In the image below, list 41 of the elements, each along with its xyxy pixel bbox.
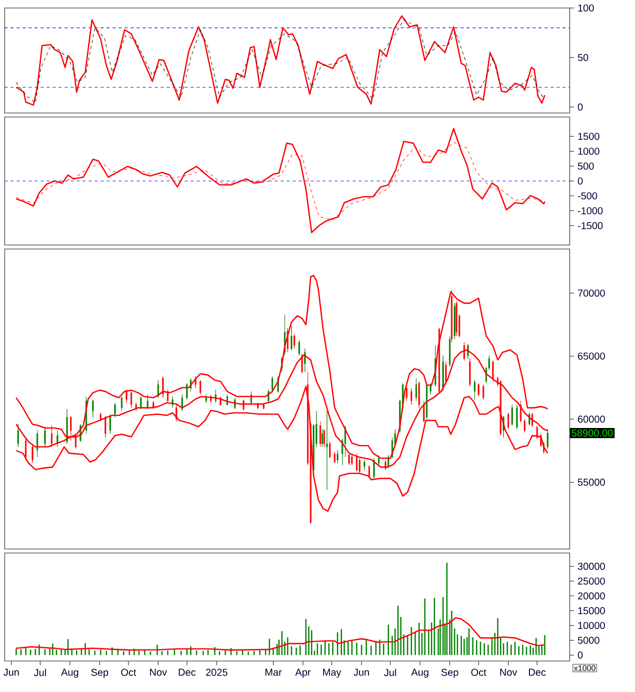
- y-tick-label: 0: [578, 652, 583, 659]
- x-tick-label: Sep: [91, 668, 108, 678]
- x-tick-label: Dec: [529, 668, 546, 676]
- text: 58900.00: [572, 430, 613, 437]
- x-tick-label: Mar: [266, 668, 282, 676]
- y-tick-label: -500: [578, 192, 598, 200]
- y-tick-label: 1500: [578, 132, 600, 140]
- x-tick-label: Nov: [150, 668, 168, 676]
- x-tick-label: Jun: [354, 668, 370, 676]
- y-tick-label: 0: [578, 104, 583, 111]
- x-tick-label: Apr: [295, 668, 311, 678]
- y-tick-label: 25000: [578, 578, 606, 585]
- y-tick-label: 55000: [578, 478, 606, 486]
- y-tick-label: 10000: [578, 622, 606, 630]
- y-tick-label: 0: [578, 177, 583, 185]
- y-tick-label: 50: [578, 54, 588, 62]
- y-tick-label: 5000: [578, 636, 600, 644]
- x-tick-label: Jul: [384, 668, 396, 676]
- x-tick-label: Jul: [34, 668, 46, 676]
- y-tick-label: -1500: [578, 222, 603, 230]
- y-tick-label: 65000: [578, 352, 606, 360]
- x-tick-label: Jun: [4, 668, 19, 676]
- x-tick-label: Aug: [61, 668, 78, 678]
- y-tick-label: 500: [578, 162, 594, 170]
- y-tick-label: 70000: [578, 290, 606, 297]
- x-tick-label: 2025: [206, 668, 228, 676]
- y-tick-label: -1000: [578, 207, 603, 214]
- x-tick-label: Sep: [441, 668, 458, 678]
- x-tick-label: Aug: [411, 668, 428, 678]
- y-tick-label: 60000: [578, 416, 606, 423]
- x-tick-label: Oct: [121, 668, 136, 676]
- y-tick-label: 15000: [578, 607, 606, 614]
- y-tick-label: 20000: [578, 592, 606, 600]
- x-tick-label: May: [323, 668, 342, 678]
- x-tick-label: Oct: [471, 668, 486, 676]
- x-tick-label: Nov: [500, 668, 518, 676]
- x-tick-label: Dec: [179, 668, 196, 676]
- text: x1000: [574, 665, 596, 671]
- y-tick-label: 1000: [578, 148, 600, 155]
- y-tick-label: 100: [578, 4, 594, 12]
- y-tick-label: 30000: [578, 562, 606, 570]
